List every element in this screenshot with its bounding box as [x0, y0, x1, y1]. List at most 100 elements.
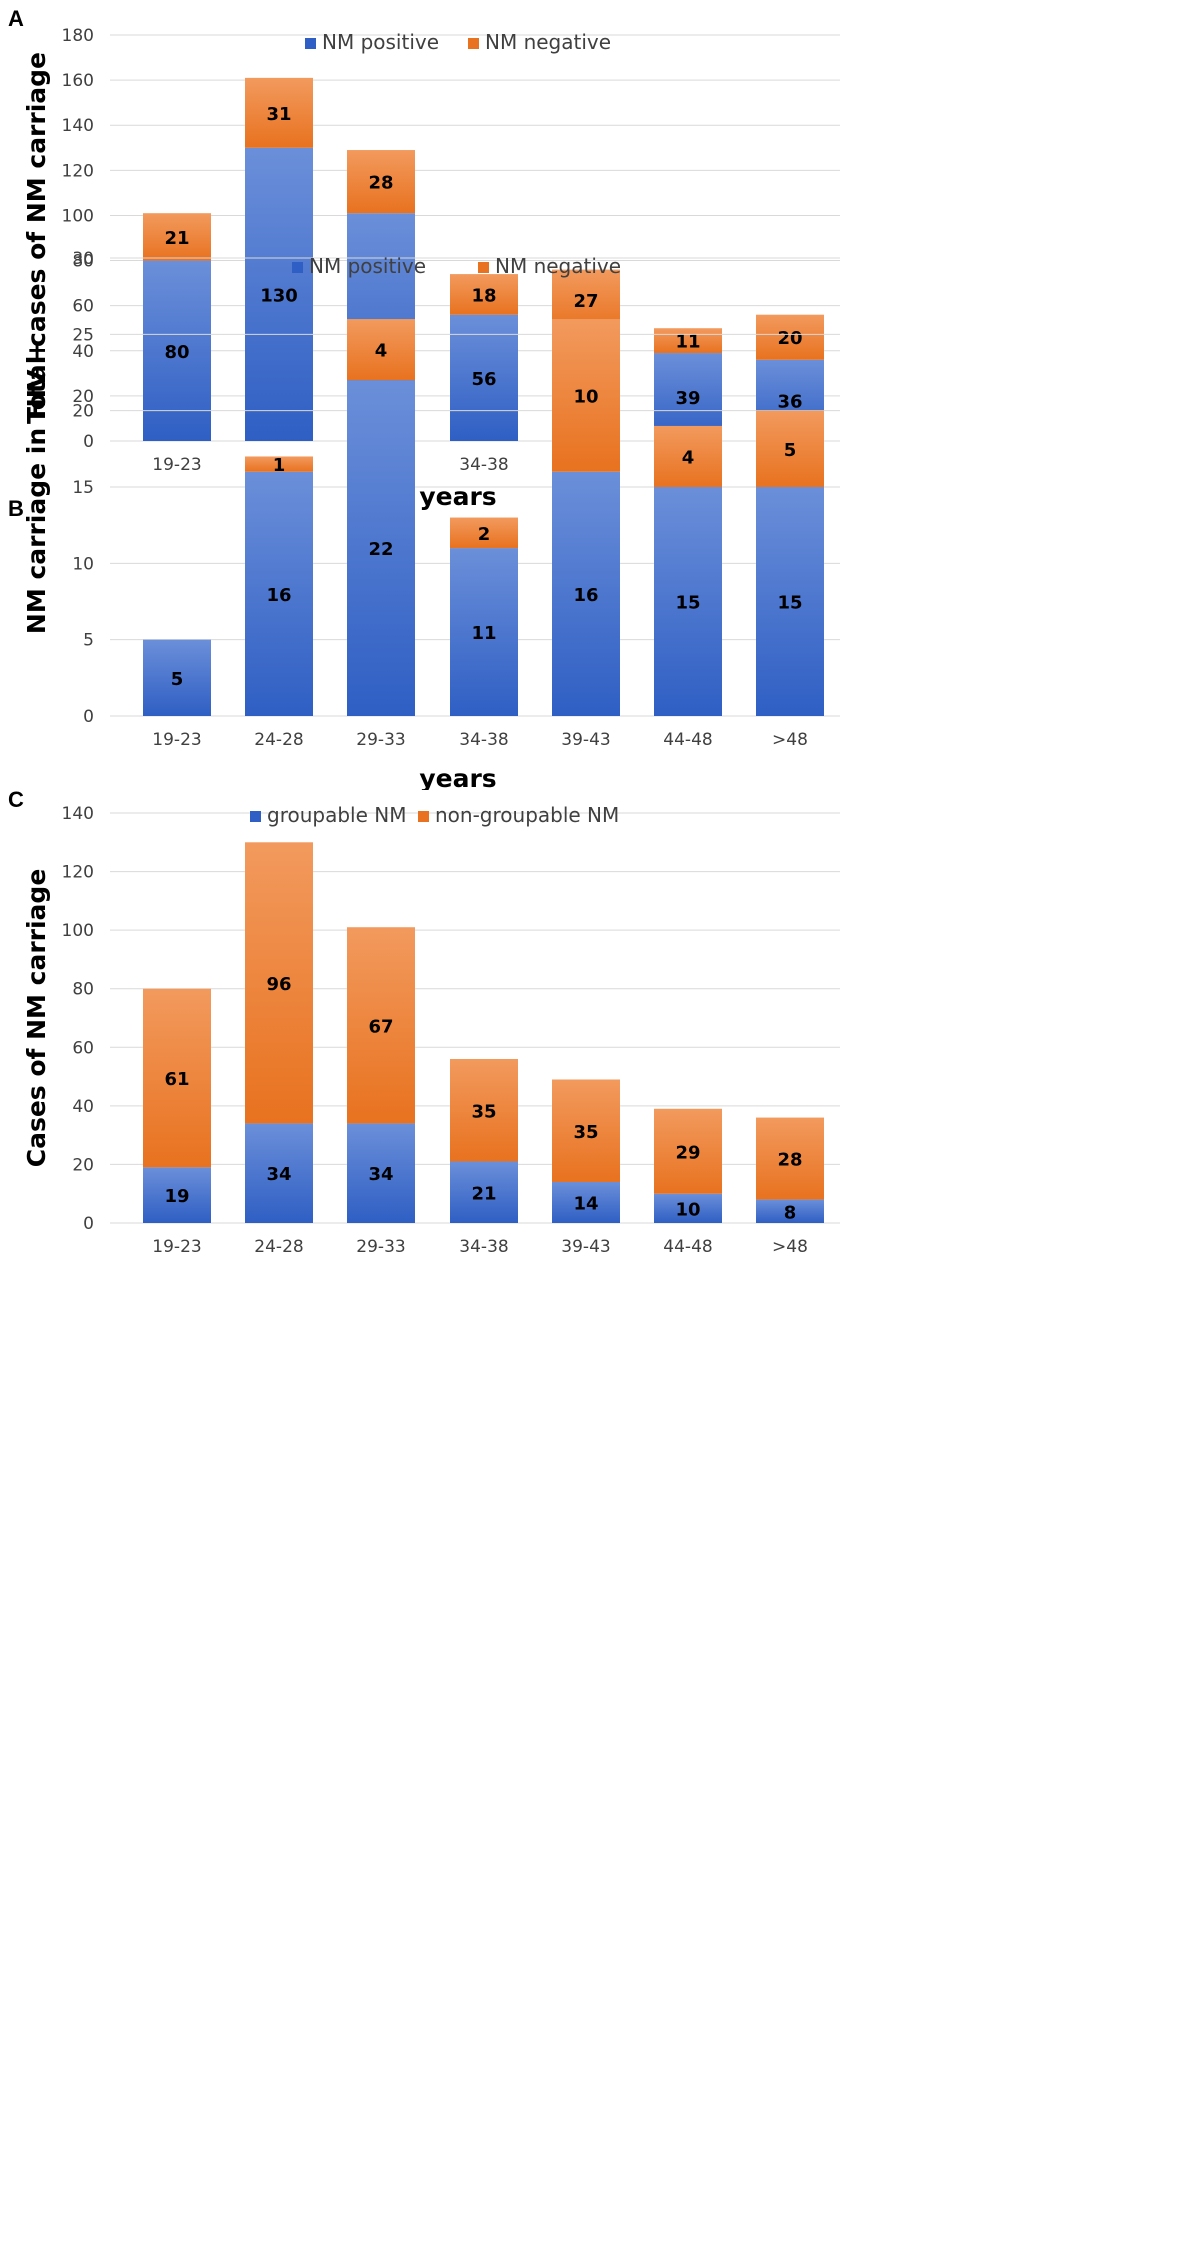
x-tick-label: 44-48: [663, 1237, 712, 1257]
bar-segment-non-groupable-nm: [245, 842, 313, 1124]
bar-segment-groupable-nm: [245, 1123, 313, 1223]
y-tick-label: 20: [72, 1155, 94, 1175]
y-tick-label: 160: [62, 71, 94, 91]
bar-segment-non-groupable-nm: [450, 1059, 518, 1162]
y-tick-label: 30: [72, 249, 94, 269]
bar-segment-nm-positive: [450, 548, 518, 716]
chart-b: 0 5 10 15 20 25 30 5 19-23 16 1 24-28 22 4 29-33 11 2 34-…: [8, 249, 840, 790]
y-tick-label: 40: [72, 342, 94, 362]
y-tick-label: 0: [83, 1214, 94, 1234]
y-tick-label: 20: [72, 387, 94, 407]
x-tick-label: 19-23: [152, 455, 201, 475]
y-tick-label: 140: [62, 804, 94, 824]
data-label: 16: [573, 585, 598, 606]
data-label: 67: [368, 1016, 393, 1037]
x-tick-label: 39-43: [561, 1237, 610, 1257]
panel-letter: A: [8, 6, 24, 31]
y-tick-label: 0: [83, 432, 94, 452]
legend-label: groupable NM: [267, 803, 406, 827]
data-label: 56: [471, 369, 496, 390]
x-tick-label: 39-43: [561, 730, 610, 750]
y-tick-label: 120: [62, 863, 94, 883]
bar-segment-non-groupable-nm: [143, 988, 211, 1168]
bar-segment-groupable-nm: [552, 1182, 620, 1223]
bar-segment-nm-negative: [245, 456, 313, 472]
legend-swatch: [250, 811, 261, 822]
data-label: 11: [675, 332, 700, 353]
data-label: 10: [573, 386, 598, 407]
y-tick-label: 25: [72, 325, 94, 345]
data-label: 28: [777, 1150, 802, 1171]
bar-segment-non-groupable-nm: [654, 1108, 722, 1194]
bar-segment-nm-negative: [347, 150, 415, 214]
bar-segment-nm-positive: [143, 639, 211, 716]
data-label: 8: [784, 1202, 797, 1223]
data-label: 5: [784, 440, 797, 461]
legend-swatch: [478, 262, 489, 273]
bar-segment-nm-negative: [450, 517, 518, 549]
panel-letter: C: [8, 790, 24, 812]
data-label: 5: [171, 669, 184, 690]
bar-segment-nm-positive: [347, 380, 415, 716]
bar-segment-nm-negative: [245, 77, 313, 148]
bar-segment-non-groupable-nm: [552, 1079, 620, 1182]
bar-segment-nm-negative: [450, 274, 518, 315]
data-label: 35: [573, 1122, 598, 1143]
bar-segment-nm-positive: [552, 471, 620, 716]
x-tick-label: 29-33: [356, 1237, 405, 1257]
data-label: 35: [471, 1101, 496, 1122]
data-label: 10: [675, 1199, 700, 1220]
bar-segment-nm-negative: [756, 410, 824, 487]
x-tick-label: >48: [772, 730, 808, 750]
x-tick-label: >48: [772, 1237, 808, 1257]
data-label: 15: [777, 593, 802, 614]
bar-segment-nm-negative: [143, 213, 211, 261]
data-label: 61: [164, 1069, 189, 1090]
legend-label: non-groupable NM: [435, 803, 619, 827]
chart-c: 0 20 40 60 80 100 120 140 19 61 19-23 34 96 24-28 34 67…: [8, 790, 840, 1257]
y-tick-label: 80: [72, 980, 94, 1000]
bar-segment-nm-negative: [654, 425, 722, 487]
y-tick-label: 60: [72, 1038, 94, 1058]
data-label: 4: [682, 447, 695, 468]
data-label: 34: [266, 1164, 291, 1185]
legend-label: NM negative: [495, 254, 621, 278]
data-label: 19: [164, 1186, 189, 1207]
bar-segment-nm-negative: [552, 319, 620, 472]
legend-swatch: [292, 262, 303, 273]
bar-segment-nm-negative: [347, 319, 415, 381]
data-label: 18: [471, 285, 496, 306]
y-tick-label: 140: [62, 116, 94, 136]
y-tick-label: 80: [72, 252, 94, 272]
data-label: 14: [573, 1194, 598, 1215]
y-axis-title: NM carriage in HIV +: [22, 340, 51, 634]
bar-segment-nm-positive: [245, 147, 313, 441]
bar-segment-groupable-nm: [450, 1161, 518, 1223]
x-tick-label: 29-33: [356, 730, 405, 750]
data-label: 96: [266, 974, 291, 995]
y-tick-label: 5: [83, 631, 94, 651]
data-label: 21: [471, 1183, 496, 1204]
y-tick-label: 180: [62, 26, 94, 46]
y-axis-title: Total cases of NM carriage: [22, 52, 51, 424]
x-tick-label: 34-38: [459, 1237, 508, 1257]
y-tick-label: 100: [62, 921, 94, 941]
data-label: 34: [368, 1164, 393, 1185]
x-tick-label: 19-23: [152, 730, 201, 750]
data-label: 80: [164, 342, 189, 363]
y-tick-label: 60: [72, 297, 94, 317]
y-tick-label: 20: [72, 402, 94, 422]
data-label: 29: [675, 1142, 700, 1163]
legend-swatch: [305, 38, 316, 49]
bar-segment-nm-positive: [450, 314, 518, 441]
x-tick-label: 34-38: [459, 730, 508, 750]
data-label: 1: [273, 455, 286, 476]
bar-segment-nm-negative: [756, 314, 824, 360]
panel-c: 0 20 40 60 80 100 120 140 19 61 19-23 34 96 24-28 34 67…: [0, 790, 1202, 1257]
legend-label: NM positive: [309, 254, 426, 278]
x-tick-label: 24-28: [254, 730, 303, 750]
x-tick-label: 24-28: [254, 1237, 303, 1257]
y-tick-label: 120: [62, 161, 94, 181]
data-label: 22: [368, 539, 393, 560]
x-tick-label: 34-38: [459, 455, 508, 475]
